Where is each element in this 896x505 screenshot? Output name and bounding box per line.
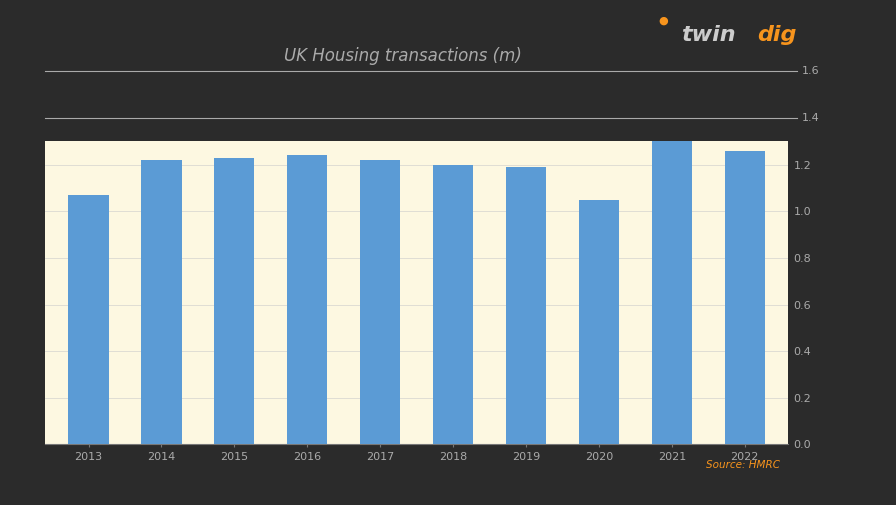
Bar xyxy=(433,165,473,444)
Text: 1.4: 1.4 xyxy=(802,113,820,123)
Text: UK Housing transactions (m): UK Housing transactions (m) xyxy=(284,46,522,65)
Text: 1.6: 1.6 xyxy=(802,67,820,76)
Bar xyxy=(68,195,108,444)
Bar xyxy=(142,160,182,444)
Bar xyxy=(579,199,619,444)
Bar xyxy=(214,158,254,444)
Text: Source: HMRC: Source: HMRC xyxy=(705,460,780,470)
Bar xyxy=(725,150,765,444)
Text: twin: twin xyxy=(681,25,736,45)
Bar xyxy=(288,156,327,444)
Bar xyxy=(360,160,401,444)
Text: dig: dig xyxy=(757,25,797,45)
Bar xyxy=(651,99,692,444)
Bar xyxy=(506,167,546,444)
Text: ●: ● xyxy=(659,15,668,25)
